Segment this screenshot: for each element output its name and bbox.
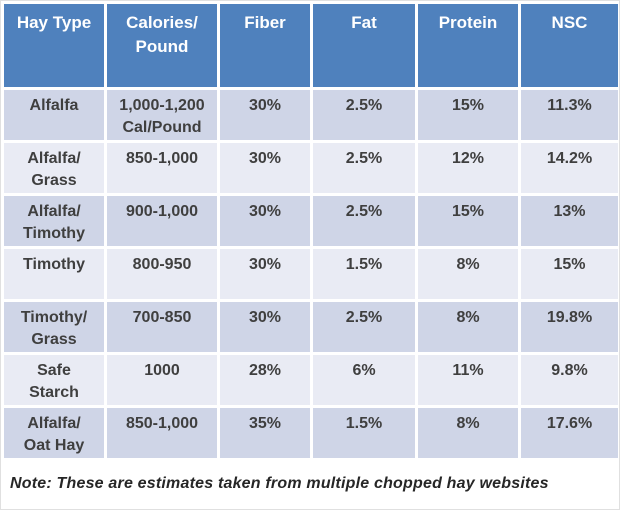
cell-nsc: 19.8% <box>521 302 618 352</box>
cell-nsc: 15% <box>521 249 618 299</box>
cell-protein: 8% <box>418 249 518 299</box>
cell-hay-type: Alfalfa/ Oat Hay <box>4 408 104 458</box>
cell-hay-type: Alfalfa <box>4 90 104 140</box>
cell-fiber: 30% <box>220 196 310 246</box>
column-header-calories-pound: Calories/ Pound <box>107 4 217 87</box>
cell-hay-type: Alfalfa/ Grass <box>4 143 104 193</box>
cell-calories: 900-1,000 <box>107 196 217 246</box>
cell-fiber: 30% <box>220 90 310 140</box>
hay-nutrition-table: Hay Type Calories/ Pound Fiber Fat Prote… <box>1 1 619 461</box>
table-row-alfalfa-oat-hay: Alfalfa/ Oat Hay 850-1,000 35% 1.5% 8% 1… <box>4 408 618 458</box>
cell-hay-type: Alfalfa/ Timothy <box>4 196 104 246</box>
cell-fat: 2.5% <box>313 143 415 193</box>
column-header-hay-type: Hay Type <box>4 4 104 87</box>
cell-nsc: 13% <box>521 196 618 246</box>
cell-fat: 6% <box>313 355 415 405</box>
cell-fiber: 30% <box>220 143 310 193</box>
cell-hay-type: Timothy <box>4 249 104 299</box>
cell-fiber: 35% <box>220 408 310 458</box>
cell-protein: 8% <box>418 302 518 352</box>
cell-protein: 15% <box>418 90 518 140</box>
cell-protein: 8% <box>418 408 518 458</box>
cell-nsc: 17.6% <box>521 408 618 458</box>
cell-fat: 1.5% <box>313 249 415 299</box>
cell-calories: 700-850 <box>107 302 217 352</box>
cell-protein: 12% <box>418 143 518 193</box>
table-row-alfalfa-timothy: Alfalfa/ Timothy 900-1,000 30% 2.5% 15% … <box>4 196 618 246</box>
cell-fat: 2.5% <box>313 90 415 140</box>
table-row-timothy: Timothy 800-950 30% 1.5% 8% 15% <box>4 249 618 299</box>
cell-calories: 1,000-1,200 Cal/Pound <box>107 90 217 140</box>
cell-nsc: 14.2% <box>521 143 618 193</box>
cell-nsc: 9.8% <box>521 355 618 405</box>
cell-fiber: 28% <box>220 355 310 405</box>
table-row-timothy-grass: Timothy/ Grass 700-850 30% 2.5% 8% 19.8% <box>4 302 618 352</box>
cell-fat: 2.5% <box>313 302 415 352</box>
column-header-fat: Fat <box>313 4 415 87</box>
column-header-protein: Protein <box>418 4 518 87</box>
cell-hay-type: Safe Starch <box>4 355 104 405</box>
cell-calories: 850-1,000 <box>107 408 217 458</box>
cell-fiber: 30% <box>220 249 310 299</box>
cell-nsc: 11.3% <box>521 90 618 140</box>
cell-protein: 11% <box>418 355 518 405</box>
cell-fat: 1.5% <box>313 408 415 458</box>
table-row-alfalfa-grass: Alfalfa/ Grass 850-1,000 30% 2.5% 12% 14… <box>4 143 618 193</box>
column-header-fiber: Fiber <box>220 4 310 87</box>
cell-protein: 15% <box>418 196 518 246</box>
footnote: Note: These are estimates taken from mul… <box>10 475 549 492</box>
table-row-safe-starch: Safe Starch 1000 28% 6% 11% 9.8% <box>4 355 618 405</box>
cell-calories: 1000 <box>107 355 217 405</box>
cell-fat: 2.5% <box>313 196 415 246</box>
column-header-nsc: NSC <box>521 4 618 87</box>
cell-calories: 850-1,000 <box>107 143 217 193</box>
cell-calories: 800-950 <box>107 249 217 299</box>
cell-fiber: 30% <box>220 302 310 352</box>
header-row: Hay Type Calories/ Pound Fiber Fat Prote… <box>4 4 618 87</box>
table-row-alfalfa: Alfalfa 1,000-1,200 Cal/Pound 30% 2.5% 1… <box>4 90 618 140</box>
cell-hay-type: Timothy/ Grass <box>4 302 104 352</box>
